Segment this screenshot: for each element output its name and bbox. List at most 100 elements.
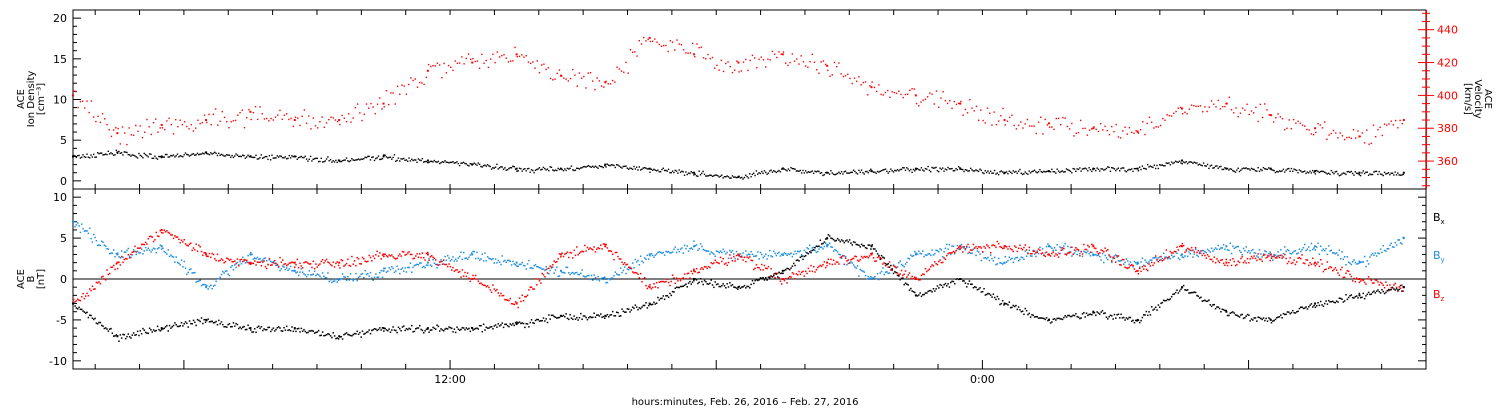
- data-point: [727, 257, 730, 260]
- data-point: [876, 256, 879, 259]
- data-point: [1385, 291, 1387, 294]
- data-point: [120, 337, 123, 339]
- data-point: [292, 261, 295, 264]
- data-point: [420, 159, 422, 162]
- data-point: [1305, 249, 1307, 252]
- data-point: [295, 272, 297, 274]
- data-point: [512, 322, 514, 325]
- data-point: [589, 72, 592, 74]
- data-point: [139, 252, 142, 254]
- data-point: [313, 270, 316, 273]
- data-point: [178, 262, 180, 265]
- data-point: [1153, 308, 1156, 310]
- data-point: [899, 273, 901, 275]
- data-point: [826, 171, 828, 174]
- data-point: [542, 166, 545, 169]
- data-point: [1270, 257, 1273, 259]
- data-point: [294, 116, 297, 118]
- data-point: [454, 60, 456, 62]
- data-point: [289, 329, 292, 332]
- data-point: [74, 155, 76, 157]
- data-point: [1288, 167, 1290, 170]
- data-point: [154, 330, 156, 332]
- data-point: [311, 266, 313, 269]
- data-point: [1214, 307, 1217, 310]
- data-point: [590, 248, 593, 250]
- data-point: [546, 268, 549, 270]
- data-point: [1402, 286, 1404, 288]
- data-point: [293, 266, 296, 269]
- data-point: [1071, 246, 1073, 248]
- data-point: [1141, 257, 1144, 260]
- data-point: [741, 176, 743, 179]
- data-point: [352, 333, 354, 336]
- data-point: [160, 156, 163, 159]
- data-point: [1161, 301, 1164, 304]
- data-point: [778, 277, 780, 279]
- data-point: [281, 156, 284, 159]
- data-point: [725, 62, 727, 65]
- data-point: [783, 279, 786, 282]
- data-point: [648, 286, 651, 289]
- data-point: [464, 328, 466, 331]
- data-point: [130, 337, 132, 339]
- data-point: [395, 160, 397, 162]
- data-point: [312, 158, 314, 160]
- data-point: [1246, 103, 1248, 105]
- data-point: [106, 153, 108, 156]
- data-point: [162, 232, 164, 234]
- data-point: [285, 158, 288, 160]
- data-point: [329, 335, 332, 337]
- data-point: [90, 100, 93, 102]
- data-point: [584, 276, 586, 278]
- data-point: [738, 255, 740, 257]
- data-point: [261, 329, 264, 332]
- data-point: [73, 298, 75, 301]
- data-point: [98, 152, 100, 155]
- data-point: [1296, 169, 1298, 172]
- data-point: [1350, 263, 1353, 266]
- data-point: [1285, 250, 1287, 253]
- data-point: [826, 243, 828, 246]
- data-point: [568, 272, 570, 274]
- data-point: [717, 283, 719, 285]
- data-point: [126, 143, 128, 146]
- data-point: [633, 307, 635, 310]
- data-point: [776, 56, 778, 59]
- data-point: [414, 78, 416, 80]
- data-point: [1149, 259, 1152, 261]
- data-point: [1216, 258, 1218, 260]
- data-point: [750, 283, 752, 286]
- data-point: [784, 253, 787, 255]
- data-point: [938, 287, 940, 289]
- data-point: [1359, 296, 1362, 299]
- data-point: [309, 274, 312, 276]
- data-point: [1256, 170, 1258, 172]
- data-point: [674, 287, 677, 290]
- data-point: [1213, 248, 1216, 251]
- data-point: [433, 159, 436, 162]
- data-point: [737, 288, 739, 291]
- data-point: [1312, 133, 1315, 136]
- data-point: [413, 257, 416, 260]
- data-point: [843, 263, 846, 266]
- data-point: [903, 266, 905, 268]
- data-point: [803, 275, 806, 277]
- data-point: [638, 40, 640, 42]
- data-point: [271, 261, 273, 264]
- data-point: [1221, 308, 1223, 311]
- data-point: [280, 268, 283, 270]
- data-point: [749, 256, 751, 258]
- data-point: [95, 120, 97, 123]
- data-point: [216, 324, 219, 326]
- data-point: [792, 168, 795, 170]
- data-point: [1288, 260, 1290, 263]
- data-point: [1196, 251, 1198, 254]
- data-point: [514, 321, 517, 324]
- data-point: [514, 301, 517, 303]
- data-point: [1218, 307, 1221, 310]
- data-point: [1120, 167, 1122, 170]
- data-point: [263, 328, 265, 330]
- data-point: [816, 266, 819, 269]
- data-point: [794, 277, 796, 280]
